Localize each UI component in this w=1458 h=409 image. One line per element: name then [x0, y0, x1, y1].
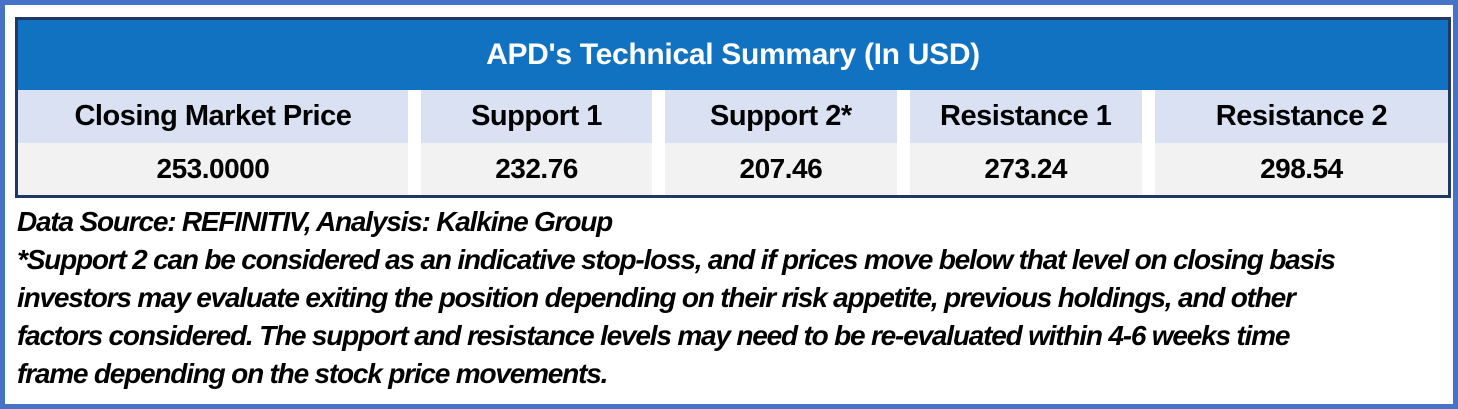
footnotes: Data Source: REFINITIV, Analysis: Kalkin…: [17, 203, 1453, 393]
header-resistance-2: Resistance 2: [1154, 90, 1448, 143]
table-header-row: Closing Market Price Support 1 Support 2…: [18, 90, 1448, 143]
value-support-1: 232.76: [420, 143, 653, 195]
disclaimer-line-4: frame depending on the stock price movem…: [17, 358, 608, 389]
header-support-1: Support 1: [420, 90, 653, 143]
header-support-2: Support 2*: [665, 90, 897, 143]
header-resistance-1: Resistance 1: [909, 90, 1142, 143]
table-values-row: 253.0000 232.76 207.46 273.24 298.54: [18, 143, 1448, 195]
disclaimer-line-1: *Support 2 can be considered as an indic…: [17, 244, 1336, 275]
table-title-bar: APD's Technical Summary (In USD): [18, 20, 1448, 90]
technical-summary-table: APD's Technical Summary (In USD) Closing…: [15, 17, 1451, 198]
value-resistance-1: 273.24: [909, 143, 1142, 195]
data-source-line: Data Source: REFINITIV, Analysis: Kalkin…: [17, 206, 613, 237]
header-closing-market-price: Closing Market Price: [18, 90, 408, 143]
value-support-2: 207.46: [665, 143, 897, 195]
value-resistance-2: 298.54: [1154, 143, 1448, 195]
disclaimer-line-2: investors may evaluate exiting the posit…: [17, 282, 1296, 313]
value-closing-market-price: 253.0000: [18, 143, 408, 195]
disclaimer-line-3: factors considered. The support and resi…: [17, 320, 1290, 351]
table-title: APD's Technical Summary (In USD): [486, 38, 980, 71]
